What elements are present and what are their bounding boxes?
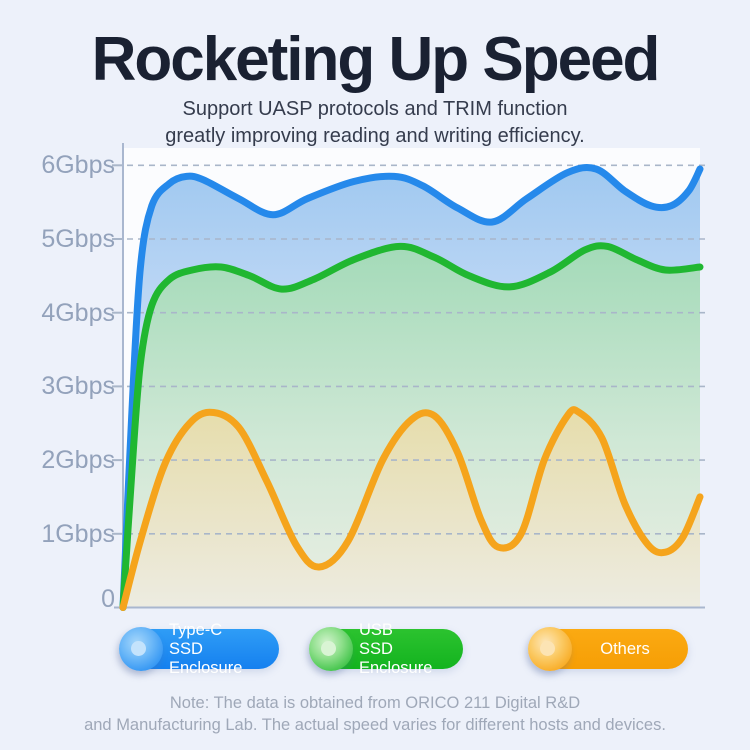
y-tick-zero: 0 [101, 585, 115, 613]
y-tick-3gbps: 3Gbps [41, 372, 115, 400]
y-tick-4gbps: 4Gbps [41, 299, 115, 327]
series-line-2 [119, 406, 704, 611]
subtitle-line-2: greatly improving reading and writing ef… [165, 125, 585, 147]
footnote-line-2: and Manufacturing Lab. The actual speed … [84, 716, 666, 734]
series-lines [119, 164, 704, 611]
y-tick-5gbps: 5Gbps [41, 225, 115, 253]
area-fill-2 [123, 409, 700, 608]
grid-lines [112, 164, 707, 535]
subtitle-line-1: Support UASP protocols and TRIM function [182, 98, 568, 120]
series-line-0 [119, 164, 704, 611]
subtitle: Support UASP protocols and TRIM function… [0, 96, 750, 150]
footnote-line-1: Note: The data is obtained from ORICO 21… [169, 694, 581, 712]
y-tick-2gbps: 2Gbps [41, 446, 115, 474]
y-tick-6gbps: 6Gbps [41, 151, 115, 179]
series-line-1 [119, 242, 704, 611]
y-tick-1gbps: 1Gbps [41, 520, 115, 548]
series-area-fills [123, 167, 700, 608]
page-title: Rocketing Up Speed [91, 25, 661, 94]
